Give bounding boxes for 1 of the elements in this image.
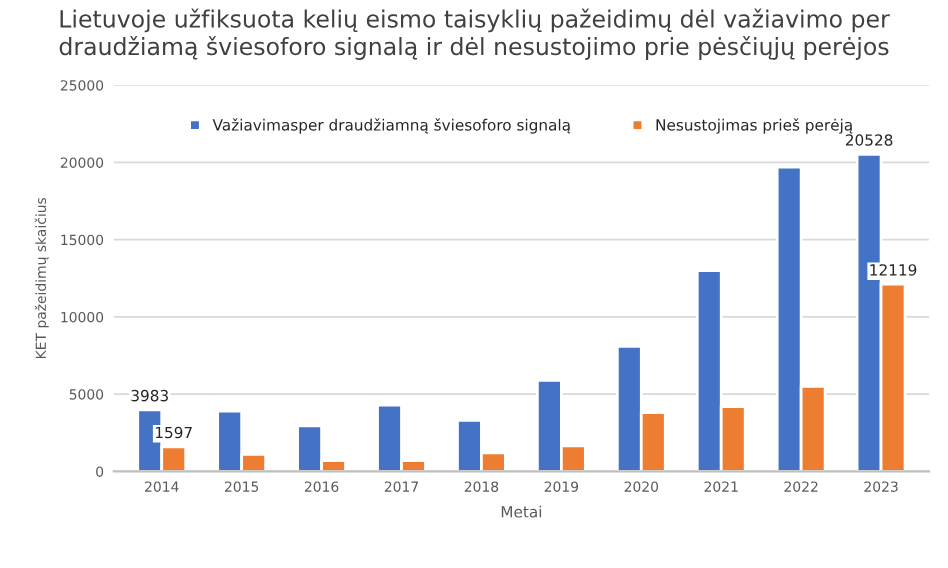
chart-title: Lietuvoje užfiksuota kelių eismo taisyklių pažeidimų dėl važiavimo per draudžiamą šviesoforo signalą ir dėl nesustojimo prie pėsčiųjų perėjos bbox=[59, 8, 890, 60]
